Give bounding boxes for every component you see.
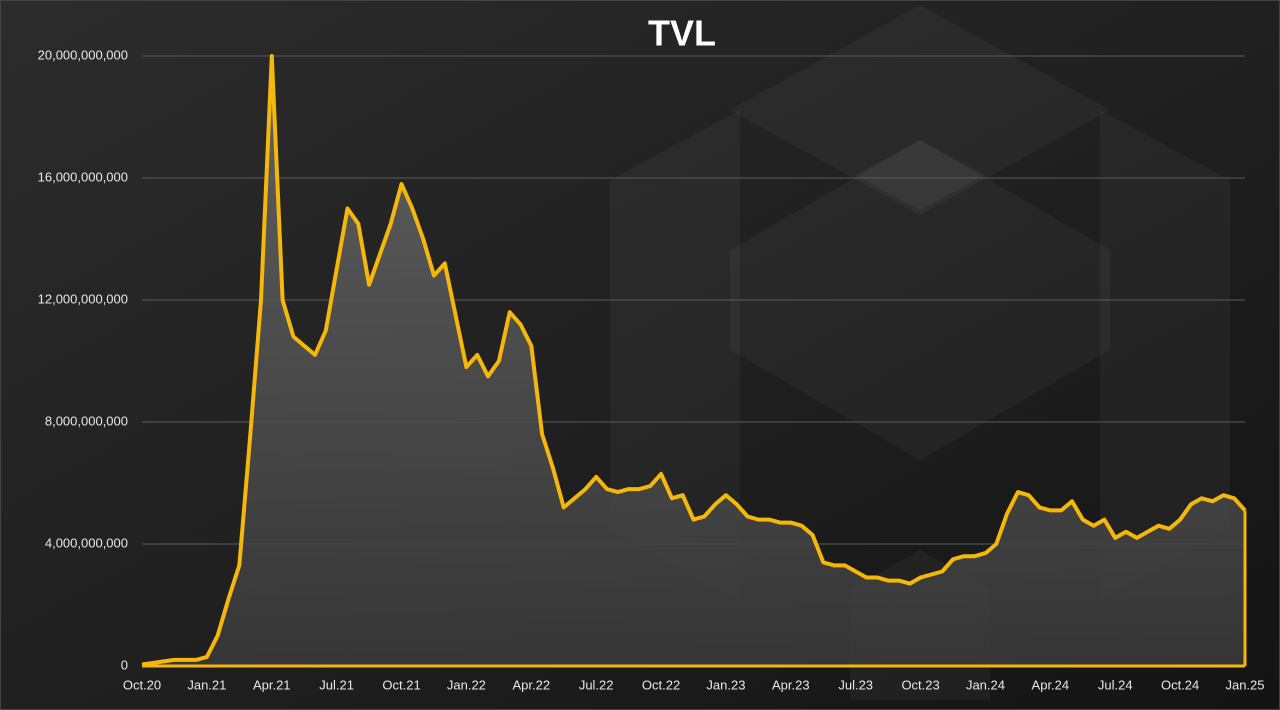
y-tick-label: 20,000,000,000 (38, 47, 128, 62)
line (141, 54, 1247, 667)
chart-title: TVL (648, 13, 716, 54)
x-tick-label: Jan.25 (1225, 677, 1264, 692)
area (142, 56, 1245, 666)
x-tick-label: Jul.24 (1098, 677, 1133, 692)
x-tick-label: Oct.20 (123, 677, 161, 692)
y-tick-label: 0 (121, 657, 128, 672)
x-tick-label: Jul.22 (579, 677, 614, 692)
x-tick-label: Jan.22 (447, 677, 486, 692)
x-tick-label: Apr.21 (253, 677, 291, 692)
x-tick-label: Oct.21 (382, 677, 420, 692)
x-tick-label: Jan.21 (187, 677, 226, 692)
x-tick-label: Jul.23 (838, 677, 873, 692)
x-tick-label: Oct.24 (1161, 677, 1199, 692)
y-tick-label: 16,000,000,000 (38, 169, 128, 184)
x-tick-label: Jan.24 (966, 677, 1005, 692)
x-tick-label: Oct.23 (901, 677, 939, 692)
x-tick-label: Apr.24 (1032, 677, 1070, 692)
y-tick-label: 8,000,000,000 (45, 413, 128, 428)
x-tick-label: Apr.22 (512, 677, 550, 692)
x-tick-label: Jan.23 (706, 677, 745, 692)
x-tick-label: Oct.22 (642, 677, 680, 692)
x-tick-label: Apr.23 (772, 677, 810, 692)
y-tick-label: 12,000,000,000 (38, 291, 128, 306)
x-tick-label: Jul.21 (319, 677, 354, 692)
y-tick-label: 4,000,000,000 (45, 535, 128, 550)
